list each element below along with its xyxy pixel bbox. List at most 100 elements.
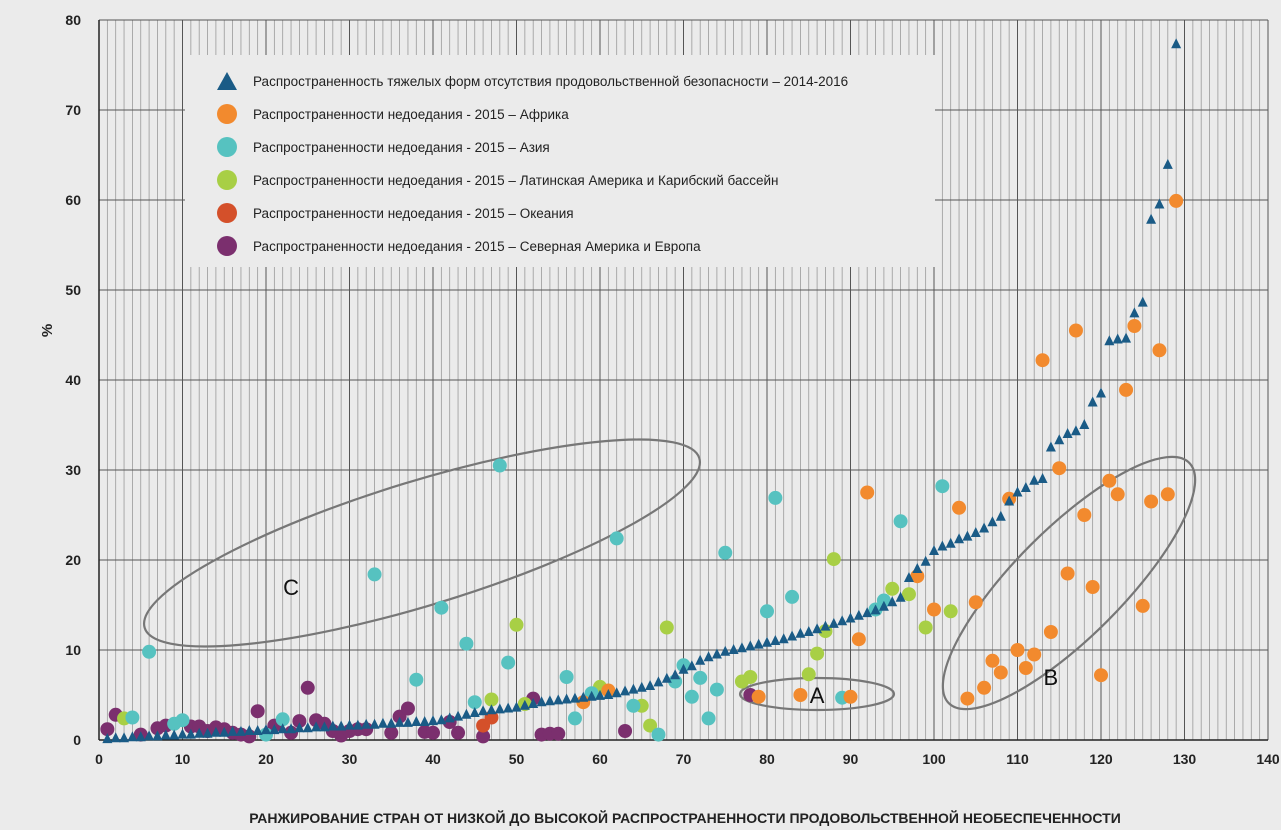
circle-marker-icon <box>215 168 239 192</box>
severe-food-insecurity-point <box>1154 198 1165 209</box>
undernourishment-point-series-5 <box>476 729 491 744</box>
undernourishment-point-series-3 <box>643 718 658 733</box>
severe-food-insecurity-point <box>862 607 873 618</box>
severe-food-insecurity-point <box>269 724 280 735</box>
x-tick-label: 90 <box>843 751 859 767</box>
undernourishment-point-series-2 <box>709 682 724 697</box>
undernourishment-point-series-3 <box>826 552 841 567</box>
severe-food-insecurity-point <box>903 572 914 582</box>
undernourishment-point-series-5 <box>426 725 440 740</box>
x-tick-label: 20 <box>258 751 274 767</box>
x-tick-label: 60 <box>592 751 608 767</box>
severe-food-insecurity-point <box>845 612 856 623</box>
ellipse-b <box>941 455 1197 711</box>
undernourishment-point-series-5 <box>292 714 307 729</box>
severe-food-insecurity-point <box>945 537 956 548</box>
severe-food-insecurity-point <box>411 716 422 726</box>
severe-food-insecurity-point <box>653 676 664 687</box>
undernourishment-point-series-3 <box>810 646 825 661</box>
severe-food-insecurity-point <box>453 710 464 721</box>
severe-food-insecurity-point <box>1045 441 1056 452</box>
x-tick-label: 50 <box>509 751 525 767</box>
undernourishment-point-series-1 <box>1060 566 1075 581</box>
severe-food-insecurity-point <box>1096 387 1106 398</box>
severe-food-insecurity-point <box>853 609 864 620</box>
legend-label: Распространенности недоедания - 2015 – А… <box>253 106 569 122</box>
severe-food-insecurity-point <box>736 642 747 653</box>
severe-food-insecurity-point <box>561 693 572 704</box>
severe-food-insecurity-point <box>511 701 522 712</box>
severe-food-insecurity-point <box>494 703 505 714</box>
undernourishment-point-series-1 <box>927 602 941 617</box>
x-tick-label: 70 <box>676 751 692 767</box>
y-tick-label: 0 <box>73 732 81 748</box>
y-tick-label: 40 <box>65 372 81 388</box>
annotation-label-b: B <box>1044 665 1059 690</box>
severe-food-insecurity-point <box>553 694 564 705</box>
severe-food-insecurity-point <box>1146 213 1157 224</box>
y-tick-label: 50 <box>65 282 81 298</box>
x-tick-label: 0 <box>95 751 103 767</box>
undernourishment-point-series-1 <box>860 485 875 500</box>
severe-food-insecurity-point <box>686 660 697 671</box>
severe-food-insecurity-point <box>569 692 580 703</box>
severe-food-insecurity-point <box>402 716 413 727</box>
severe-food-insecurity-point <box>144 730 155 741</box>
undernourishment-point-series-2 <box>684 689 699 704</box>
severe-food-insecurity-point <box>327 720 338 731</box>
severe-food-insecurity-point <box>252 725 263 735</box>
triangle-marker-icon <box>215 69 239 93</box>
circle-marker-icon <box>215 135 239 159</box>
severe-food-insecurity-point <box>377 717 388 728</box>
severe-food-insecurity-point <box>787 630 798 641</box>
undernourishment-point-series-2 <box>768 490 783 505</box>
undernourishment-point-series-5 <box>300 680 315 695</box>
legend-item-severe: Распространенность тяжелых форм отсутств… <box>215 69 848 93</box>
undernourishment-point-series-1 <box>1018 661 1033 675</box>
legend-label: Распространенность тяжелых форм отсутств… <box>253 73 849 89</box>
severe-food-insecurity-point <box>586 690 597 701</box>
severe-food-insecurity-point <box>778 633 789 644</box>
undernourishment-point-series-2 <box>125 710 140 725</box>
legend-item-asia: Распространенности недоедания - 2015 – А… <box>215 135 550 159</box>
legend-item-latam: Распространенности недоедания - 2015 – Л… <box>215 168 779 192</box>
y-tick-label: 20 <box>65 552 81 568</box>
severe-food-insecurity-point <box>762 636 772 647</box>
undernourishment-point-series-2 <box>459 636 474 651</box>
undernourishment-point-series-1 <box>751 689 766 704</box>
severe-food-insecurity-point <box>595 689 605 700</box>
undernourishment-point-series-3 <box>509 617 524 632</box>
annotation-labels: A B C <box>283 575 1058 708</box>
severe-food-insecurity-point <box>119 732 130 743</box>
undernourishment-point-series-2 <box>467 695 482 710</box>
severe-food-insecurity-point <box>202 727 213 738</box>
severe-food-insecurity-point <box>461 708 472 719</box>
severe-food-insecurity-point <box>611 687 622 698</box>
undernourishment-point-series-2 <box>492 458 507 473</box>
severe-food-insecurity-point <box>394 716 405 727</box>
severe-food-insecurity-point <box>277 723 288 734</box>
severe-food-insecurity-point <box>102 733 113 744</box>
severe-food-insecurity-point <box>578 691 589 702</box>
undernourishment-point-series-3 <box>943 604 958 619</box>
undernourishment-point-series-1 <box>851 632 866 647</box>
undernourishment-point-series-2 <box>626 698 641 713</box>
undernourishment-point-series-2 <box>893 514 908 529</box>
undernourishment-point-series-2 <box>501 655 516 670</box>
undernourishment-point-series-2 <box>559 670 574 684</box>
severe-food-insecurity-point <box>369 718 380 729</box>
y-tick-label: 60 <box>65 192 81 208</box>
undernourishment-point-series-1 <box>952 500 967 515</box>
severe-food-insecurity-point <box>1171 38 1182 49</box>
severe-food-insecurity-point <box>954 533 965 544</box>
severe-food-insecurity-point <box>486 704 497 715</box>
x-tick-label: 130 <box>1173 751 1197 767</box>
y-tick-label: 10 <box>65 642 81 658</box>
undernourishment-point-series-1 <box>1085 580 1100 594</box>
undernourishment-point-series-3 <box>484 692 499 707</box>
undernourishment-point-series-5 <box>451 725 466 740</box>
undernourishment-point-series-1 <box>985 653 1000 668</box>
severe-food-insecurity-point <box>970 527 981 537</box>
severe-food-insecurity-point <box>194 727 205 738</box>
undernourishment-point-series-2 <box>701 711 716 726</box>
